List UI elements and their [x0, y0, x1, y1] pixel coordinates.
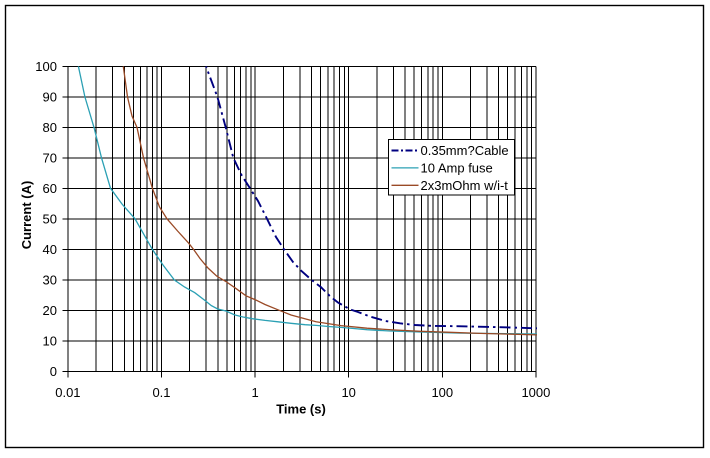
svg-text:1000: 1000 — [521, 385, 550, 400]
svg-text:60: 60 — [43, 181, 57, 196]
svg-text:1: 1 — [251, 385, 258, 400]
svg-text:0.35mm?Cable: 0.35mm?Cable — [421, 143, 509, 158]
svg-text:90: 90 — [43, 90, 57, 105]
svg-text:Current (A): Current (A) — [19, 181, 34, 250]
svg-text:0.01: 0.01 — [55, 385, 80, 400]
svg-text:Time (s): Time (s) — [276, 402, 326, 417]
svg-text:50: 50 — [43, 212, 57, 227]
svg-text:2x3mOhm w/i-t: 2x3mOhm w/i-t — [421, 178, 509, 193]
svg-text:30: 30 — [43, 273, 57, 288]
svg-text:100: 100 — [431, 385, 453, 400]
svg-text:40: 40 — [43, 242, 57, 257]
svg-text:20: 20 — [43, 303, 57, 318]
svg-text:80: 80 — [43, 120, 57, 135]
svg-text:10 Amp fuse: 10 Amp fuse — [421, 161, 493, 176]
svg-text:10: 10 — [341, 385, 355, 400]
svg-text:0.1: 0.1 — [152, 385, 170, 400]
svg-text:100: 100 — [35, 59, 57, 74]
svg-text:10: 10 — [43, 334, 57, 349]
svg-text:0: 0 — [50, 364, 57, 379]
svg-text:70: 70 — [43, 151, 57, 166]
